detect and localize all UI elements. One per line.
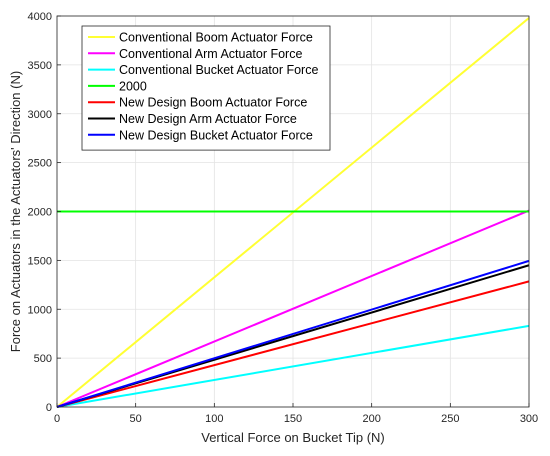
x-tick-label: 0 bbox=[54, 413, 60, 425]
legend-label: New Design Bucket Actuator Force bbox=[119, 128, 313, 142]
x-axis-title: Vertical Force on Bucket Tip (N) bbox=[201, 430, 385, 445]
legend-label: New Design Boom Actuator Force bbox=[119, 96, 307, 110]
x-tick-label: 250 bbox=[441, 413, 459, 425]
x-tick-label: 300 bbox=[520, 413, 538, 425]
y-axis-ticks: 0 500 1000 1500 2000 2500 3000 3500 4000 bbox=[28, 11, 61, 414]
series-line-conventional-arm-actuator-force bbox=[56, 209, 530, 408]
y-tick-label: 2000 bbox=[28, 207, 52, 219]
y-tick-label: 3000 bbox=[28, 109, 52, 121]
legend-label: Conventional Arm Actuator Force bbox=[119, 47, 302, 61]
legend-label: 2000 bbox=[119, 79, 147, 93]
x-axis-ticks: 0 50 100 150 200 250 300 bbox=[54, 403, 538, 425]
x-tick-label: 150 bbox=[284, 413, 302, 425]
series-line-new-design-bucket-actuator-force bbox=[56, 259, 530, 408]
series-line-new-design-boom-actuator-force bbox=[56, 280, 530, 408]
legend-box bbox=[81, 25, 331, 151]
legend-label: Conventional Boom Actuator Force bbox=[119, 31, 313, 45]
legend-label: Conventional Bucket Actuator Force bbox=[119, 63, 318, 77]
legend-label: New Design Arm Actuator Force bbox=[119, 112, 297, 126]
x-tick-label: 50 bbox=[130, 413, 142, 425]
y-axis-title: Force on Actuators in the Actuators' Dir… bbox=[8, 71, 23, 352]
y-tick-label: 4000 bbox=[28, 11, 52, 23]
x-tick-label: 100 bbox=[205, 413, 223, 425]
y-tick-label: 1500 bbox=[28, 255, 52, 267]
y-tick-label: 0 bbox=[46, 402, 52, 414]
x-tick-label: 200 bbox=[362, 413, 380, 425]
y-tick-label: 3500 bbox=[28, 60, 52, 72]
y-tick-label: 1000 bbox=[28, 304, 52, 316]
y-tick-label: 2500 bbox=[28, 158, 52, 170]
series-lines bbox=[56, 17, 530, 408]
legend: Conventional Boom Actuator Force Conventi… bbox=[81, 25, 331, 151]
y-tick-label: 500 bbox=[34, 353, 52, 365]
series-line-conventional-bucket-actuator-force bbox=[56, 324, 530, 408]
